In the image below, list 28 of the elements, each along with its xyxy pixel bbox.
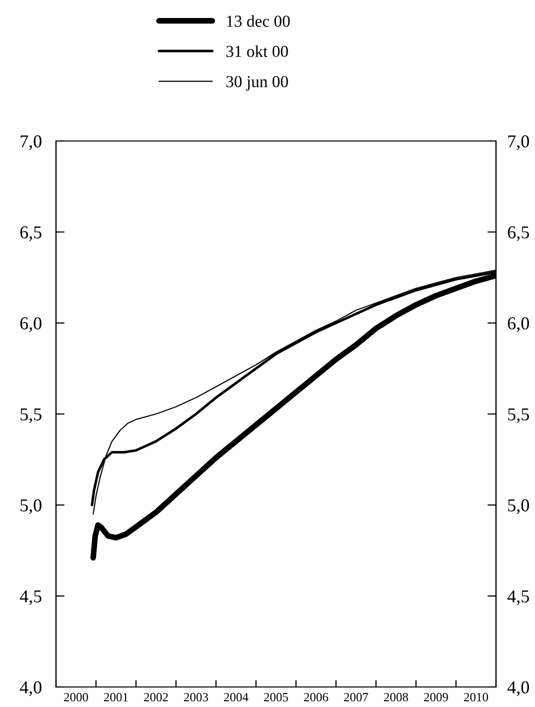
x-tick-label: 2005 (264, 692, 288, 702)
y2-tick-label: 7,0 (508, 135, 529, 150)
y2-tick-label: 6,5 (508, 226, 529, 242)
x-tick-label: 2001 (104, 692, 128, 702)
y-tick-label: 5,5 (20, 408, 42, 424)
x-tick-label: 2003 (184, 692, 208, 702)
y-tick-label: 4,0 (20, 681, 42, 696)
y2-tick-label: 5,5 (508, 408, 529, 424)
legend-label: 30 jun 00 (226, 76, 288, 91)
x-tick-label: 2009 (424, 692, 448, 702)
y-tick-label: 5,0 (20, 499, 42, 514)
y2-tick-label: 4,5 (507, 590, 529, 606)
legend-label: 13 dec 00 (227, 15, 290, 27)
x-tick-label: 2006 (304, 692, 328, 702)
x-tick-label: 2002 (144, 692, 168, 702)
y-tick-label: 7,0 (20, 135, 42, 150)
legend-label: 31 okt 00 (226, 45, 288, 58)
x-tick-label: 2010 (464, 692, 488, 702)
y2-tick-label: 4,0 (507, 681, 529, 696)
x-tick-label: 2000 (64, 692, 88, 702)
x-tick-label: 2008 (384, 692, 408, 702)
y-tick-label: 4,5 (20, 590, 42, 606)
y2-tick-label: 6,0 (508, 317, 529, 332)
y2-tick-label: 5,0 (508, 499, 529, 514)
y-tick-label: 6,0 (20, 317, 42, 332)
x-tick-label: 2004 (224, 692, 248, 702)
x-tick-label: 2007 (344, 692, 368, 702)
y-tick-label: 6,5 (20, 226, 42, 242)
